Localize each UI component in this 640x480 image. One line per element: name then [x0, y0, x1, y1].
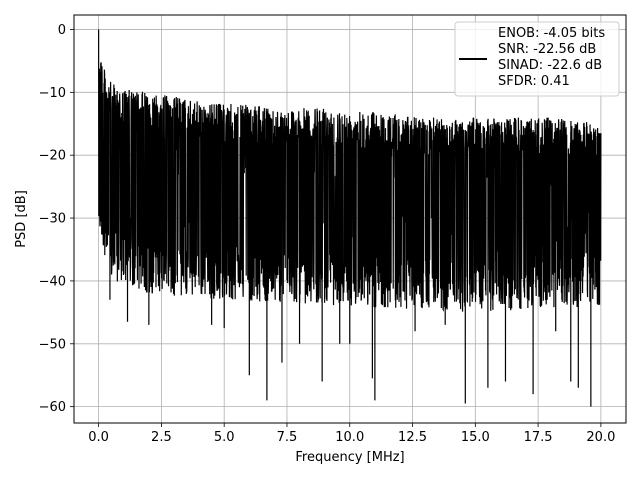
y-tick-label: 0 [58, 23, 66, 38]
y-tick-label: −10 [39, 86, 66, 101]
y-axis-title: PSD [dB] [14, 190, 29, 248]
x-tick-label: 0.0 [88, 430, 109, 445]
x-tick-label: 17.5 [524, 430, 553, 445]
legend-sinad: SINAD: -22.6 dB [498, 58, 602, 73]
legend-sfdr: SFDR: 0.41 [498, 74, 570, 89]
legend-box [454, 21, 620, 97]
x-tick-label: 15.0 [461, 430, 490, 445]
x-tick-label: 7.5 [277, 430, 298, 445]
x-tick-label: 20.0 [586, 430, 615, 445]
y-tick-label: −60 [39, 400, 66, 415]
legend: ENOB: -4.05 bits SNR: -22.56 dB SINAD: -… [454, 21, 620, 97]
x-axis-ticks: 0.0 2.5 5.0 7.5 10.0 12.5 15.0 17.5 20.0 [88, 423, 615, 445]
y-tick-label: −40 [39, 274, 66, 289]
psd-series-line [98, 29, 602, 407]
y-axis-ticks: 0 −10 −20 −30 −40 −50 −60 [39, 23, 74, 415]
y-tick-label: −20 [39, 149, 66, 164]
series-group [98, 29, 602, 407]
y-tick-label: −30 [39, 212, 66, 227]
x-tick-label: 5.0 [214, 430, 235, 445]
y-tick-label: −50 [39, 337, 66, 352]
x-tick-label: 2.5 [151, 430, 172, 445]
x-tick-label: 10.0 [335, 430, 364, 445]
x-tick-label: 12.5 [398, 430, 427, 445]
legend-snr: SNR: -22.56 dB [498, 42, 596, 57]
legend-enob: ENOB: -4.05 bits [498, 26, 605, 41]
x-axis-title: Frequency [MHz] [295, 450, 404, 465]
